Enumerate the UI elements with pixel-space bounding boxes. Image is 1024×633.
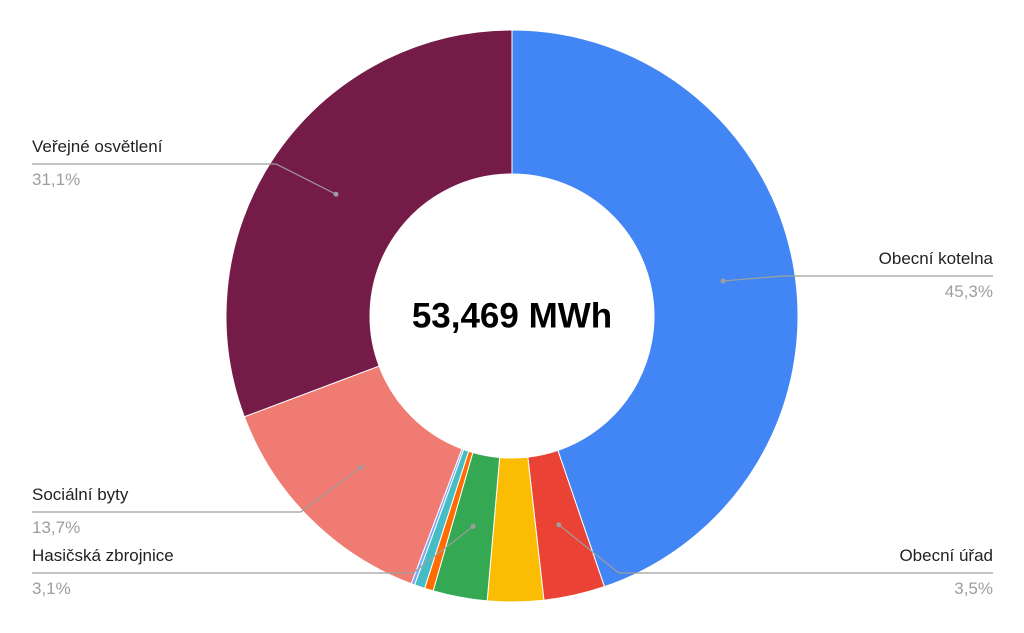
slice-label-hasicska-zbrojnice: Hasičská zbrojnice xyxy=(32,546,174,565)
slice-percent-obecni-urad: 3,5% xyxy=(954,579,993,598)
slice-percent-hasicska-zbrojnice: 3,1% xyxy=(32,579,71,598)
leader-dot-hasicska-zbrojnice xyxy=(470,523,476,529)
slice-label-socialni-byty: Sociální byty xyxy=(32,485,129,504)
leader-line-hasicska-zbrojnice xyxy=(32,525,474,574)
slice-label-verejne-osvetleni: Veřejné osvětlení xyxy=(32,137,163,156)
leader-dot-obecni-kotelna xyxy=(720,278,726,284)
leader-dot-obecni-urad xyxy=(556,522,562,528)
leader-dot-socialni-byty xyxy=(358,464,364,470)
center-total-label: 53,469 MWh xyxy=(412,297,612,336)
slice-percent-socialni-byty: 13,7% xyxy=(32,518,80,537)
slice-percent-obecni-kotelna: 45,3% xyxy=(945,282,993,301)
slice-labels: Obecní kotelna 45,3% Obecní úřad 3,5% Hasičs… xyxy=(32,137,994,598)
leader-line-verejne-osvetleni xyxy=(32,163,337,195)
leader-line-socialni-byty xyxy=(32,466,362,513)
donut-slices xyxy=(225,29,799,603)
leader-line-obecni-kotelna xyxy=(723,275,993,282)
leader-line-obecni-urad xyxy=(558,524,993,574)
slice-percent-verejne-osvetleni: 31,1% xyxy=(32,170,80,189)
donut-hole xyxy=(370,174,654,458)
leader-dot-verejne-osvetleni xyxy=(333,191,339,197)
slice-label-obecni-kotelna: Obecní kotelna xyxy=(879,249,994,268)
slice-label-obecni-urad: Obecní úřad xyxy=(899,546,993,565)
